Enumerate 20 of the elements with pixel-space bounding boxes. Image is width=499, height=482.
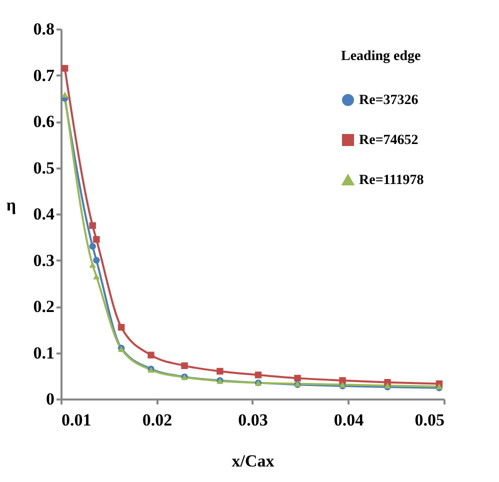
x-axis-title: x/Cax [232, 452, 275, 470]
legend-title: Leading edge [341, 49, 421, 64]
legend-label: Re=111978 [359, 173, 424, 188]
y-tick-label: 0.7 [33, 66, 55, 85]
y-tick-label: 0 [46, 390, 54, 408]
y-tick-label: 0.5 [33, 158, 54, 178]
legend-label: Re=74652 [359, 133, 418, 148]
legend-label: Re=37326 [359, 93, 418, 108]
y-tick-label: 0.6 [33, 112, 54, 131]
x-tick-label: 0.02 [142, 410, 172, 430]
y-tick-label: 0.1 [33, 343, 54, 362]
x-tick-label: 0.05 [414, 410, 444, 430]
y-tick-label: 0.2 [33, 297, 54, 316]
x-tick-label: 0.03 [238, 410, 268, 430]
x-tick-label: 0.01 [62, 410, 92, 430]
y-tick-label: 0.8 [33, 20, 54, 38]
x-tick-label: 0.04 [334, 410, 364, 430]
y-tick-label: 0.4 [33, 204, 55, 224]
y-tick-label: 0.3 [33, 250, 54, 270]
y-axis-title: η [6, 196, 16, 214]
